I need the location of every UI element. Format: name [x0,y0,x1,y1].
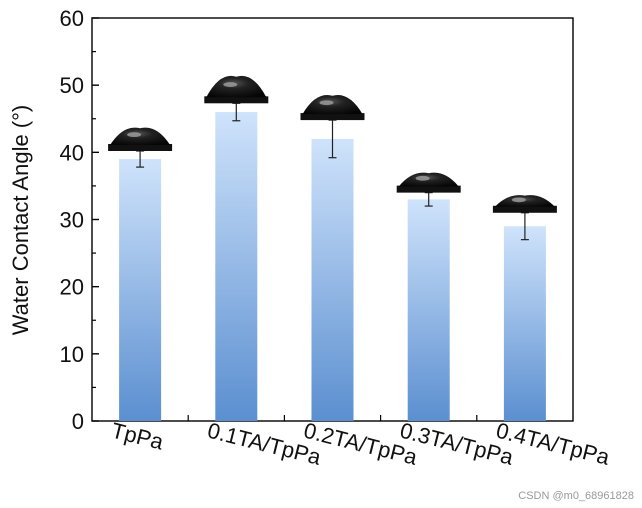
bar-1 [215,112,258,422]
y-tick-label: 20 [60,275,84,300]
droplet-icon [204,75,269,104]
droplet-icon [396,172,461,193]
y-axis-title: Water Contact Angle (°) [8,105,33,336]
y-tick-label: 40 [60,140,84,165]
watermark-text: CSDN @m0_68961828 [518,490,634,502]
droplet-icon [108,127,173,151]
y-tick-label: 0 [72,409,84,434]
x-tick-label: TpPa [109,418,167,455]
droplet-icon [492,195,557,213]
bar-4 [503,226,546,421]
y-tick-label: 30 [60,208,84,233]
y-tick-label: 50 [60,73,84,98]
y-tick-label: 60 [60,6,84,31]
y-tick-label: 10 [60,342,84,367]
bar-2 [311,138,354,421]
bar-0 [119,159,162,422]
bar-3 [407,199,450,421]
droplet-icon [300,94,365,121]
